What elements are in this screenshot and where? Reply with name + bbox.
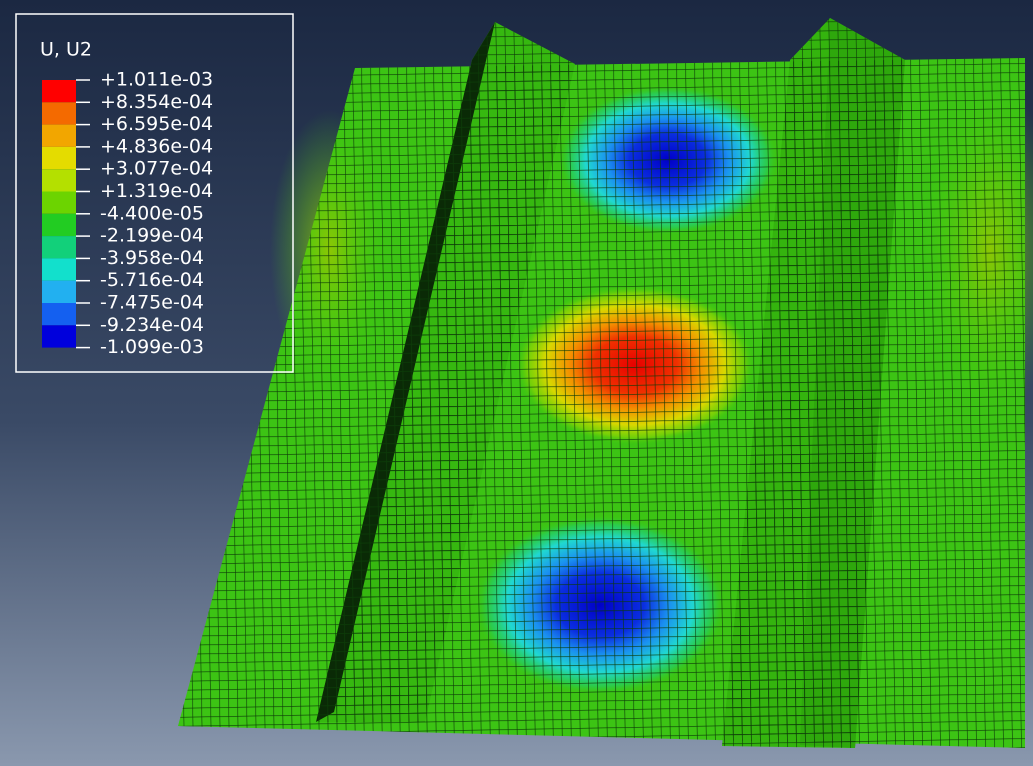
model bbox=[178, 18, 1033, 748]
legend-label: +1.319e-04 bbox=[100, 180, 213, 202]
legend-label: -7.475e-04 bbox=[100, 292, 204, 314]
legend-label: +4.836e-04 bbox=[100, 135, 213, 157]
legend-label: +8.354e-04 bbox=[100, 91, 213, 113]
legend-label: +1.011e-03 bbox=[100, 69, 213, 91]
legend-swatch bbox=[42, 80, 76, 102]
legend-swatch bbox=[42, 102, 76, 124]
legend-swatch bbox=[42, 125, 76, 147]
legend-label: +3.077e-04 bbox=[100, 158, 213, 180]
legend-label: -4.400e-05 bbox=[100, 202, 204, 224]
legend-label: +6.595e-04 bbox=[100, 113, 213, 135]
legend: +1.011e-03+8.354e-04+6.595e-04+4.836e-04… bbox=[42, 69, 213, 359]
legend-swatch bbox=[42, 214, 76, 236]
legend-label: -1.099e-03 bbox=[100, 336, 204, 358]
legend-label: -5.716e-04 bbox=[100, 269, 204, 291]
legend-label: -9.234e-04 bbox=[100, 314, 204, 336]
legend-swatch bbox=[42, 303, 76, 325]
legend-swatch bbox=[42, 169, 76, 191]
viewport: U, U2 +1.011e-03+8.354e-04+6.595e-04+4.8… bbox=[0, 0, 1033, 766]
legend-label: -3.958e-04 bbox=[100, 247, 204, 269]
legend-swatch bbox=[42, 281, 76, 303]
legend-swatch bbox=[42, 258, 76, 280]
legend-label: -2.199e-04 bbox=[100, 225, 204, 247]
legend-swatch bbox=[42, 147, 76, 169]
legend-swatch bbox=[42, 236, 76, 258]
legend-swatch bbox=[42, 325, 76, 347]
legend-title: U, U2 bbox=[40, 39, 92, 61]
legend-swatch bbox=[42, 192, 76, 214]
